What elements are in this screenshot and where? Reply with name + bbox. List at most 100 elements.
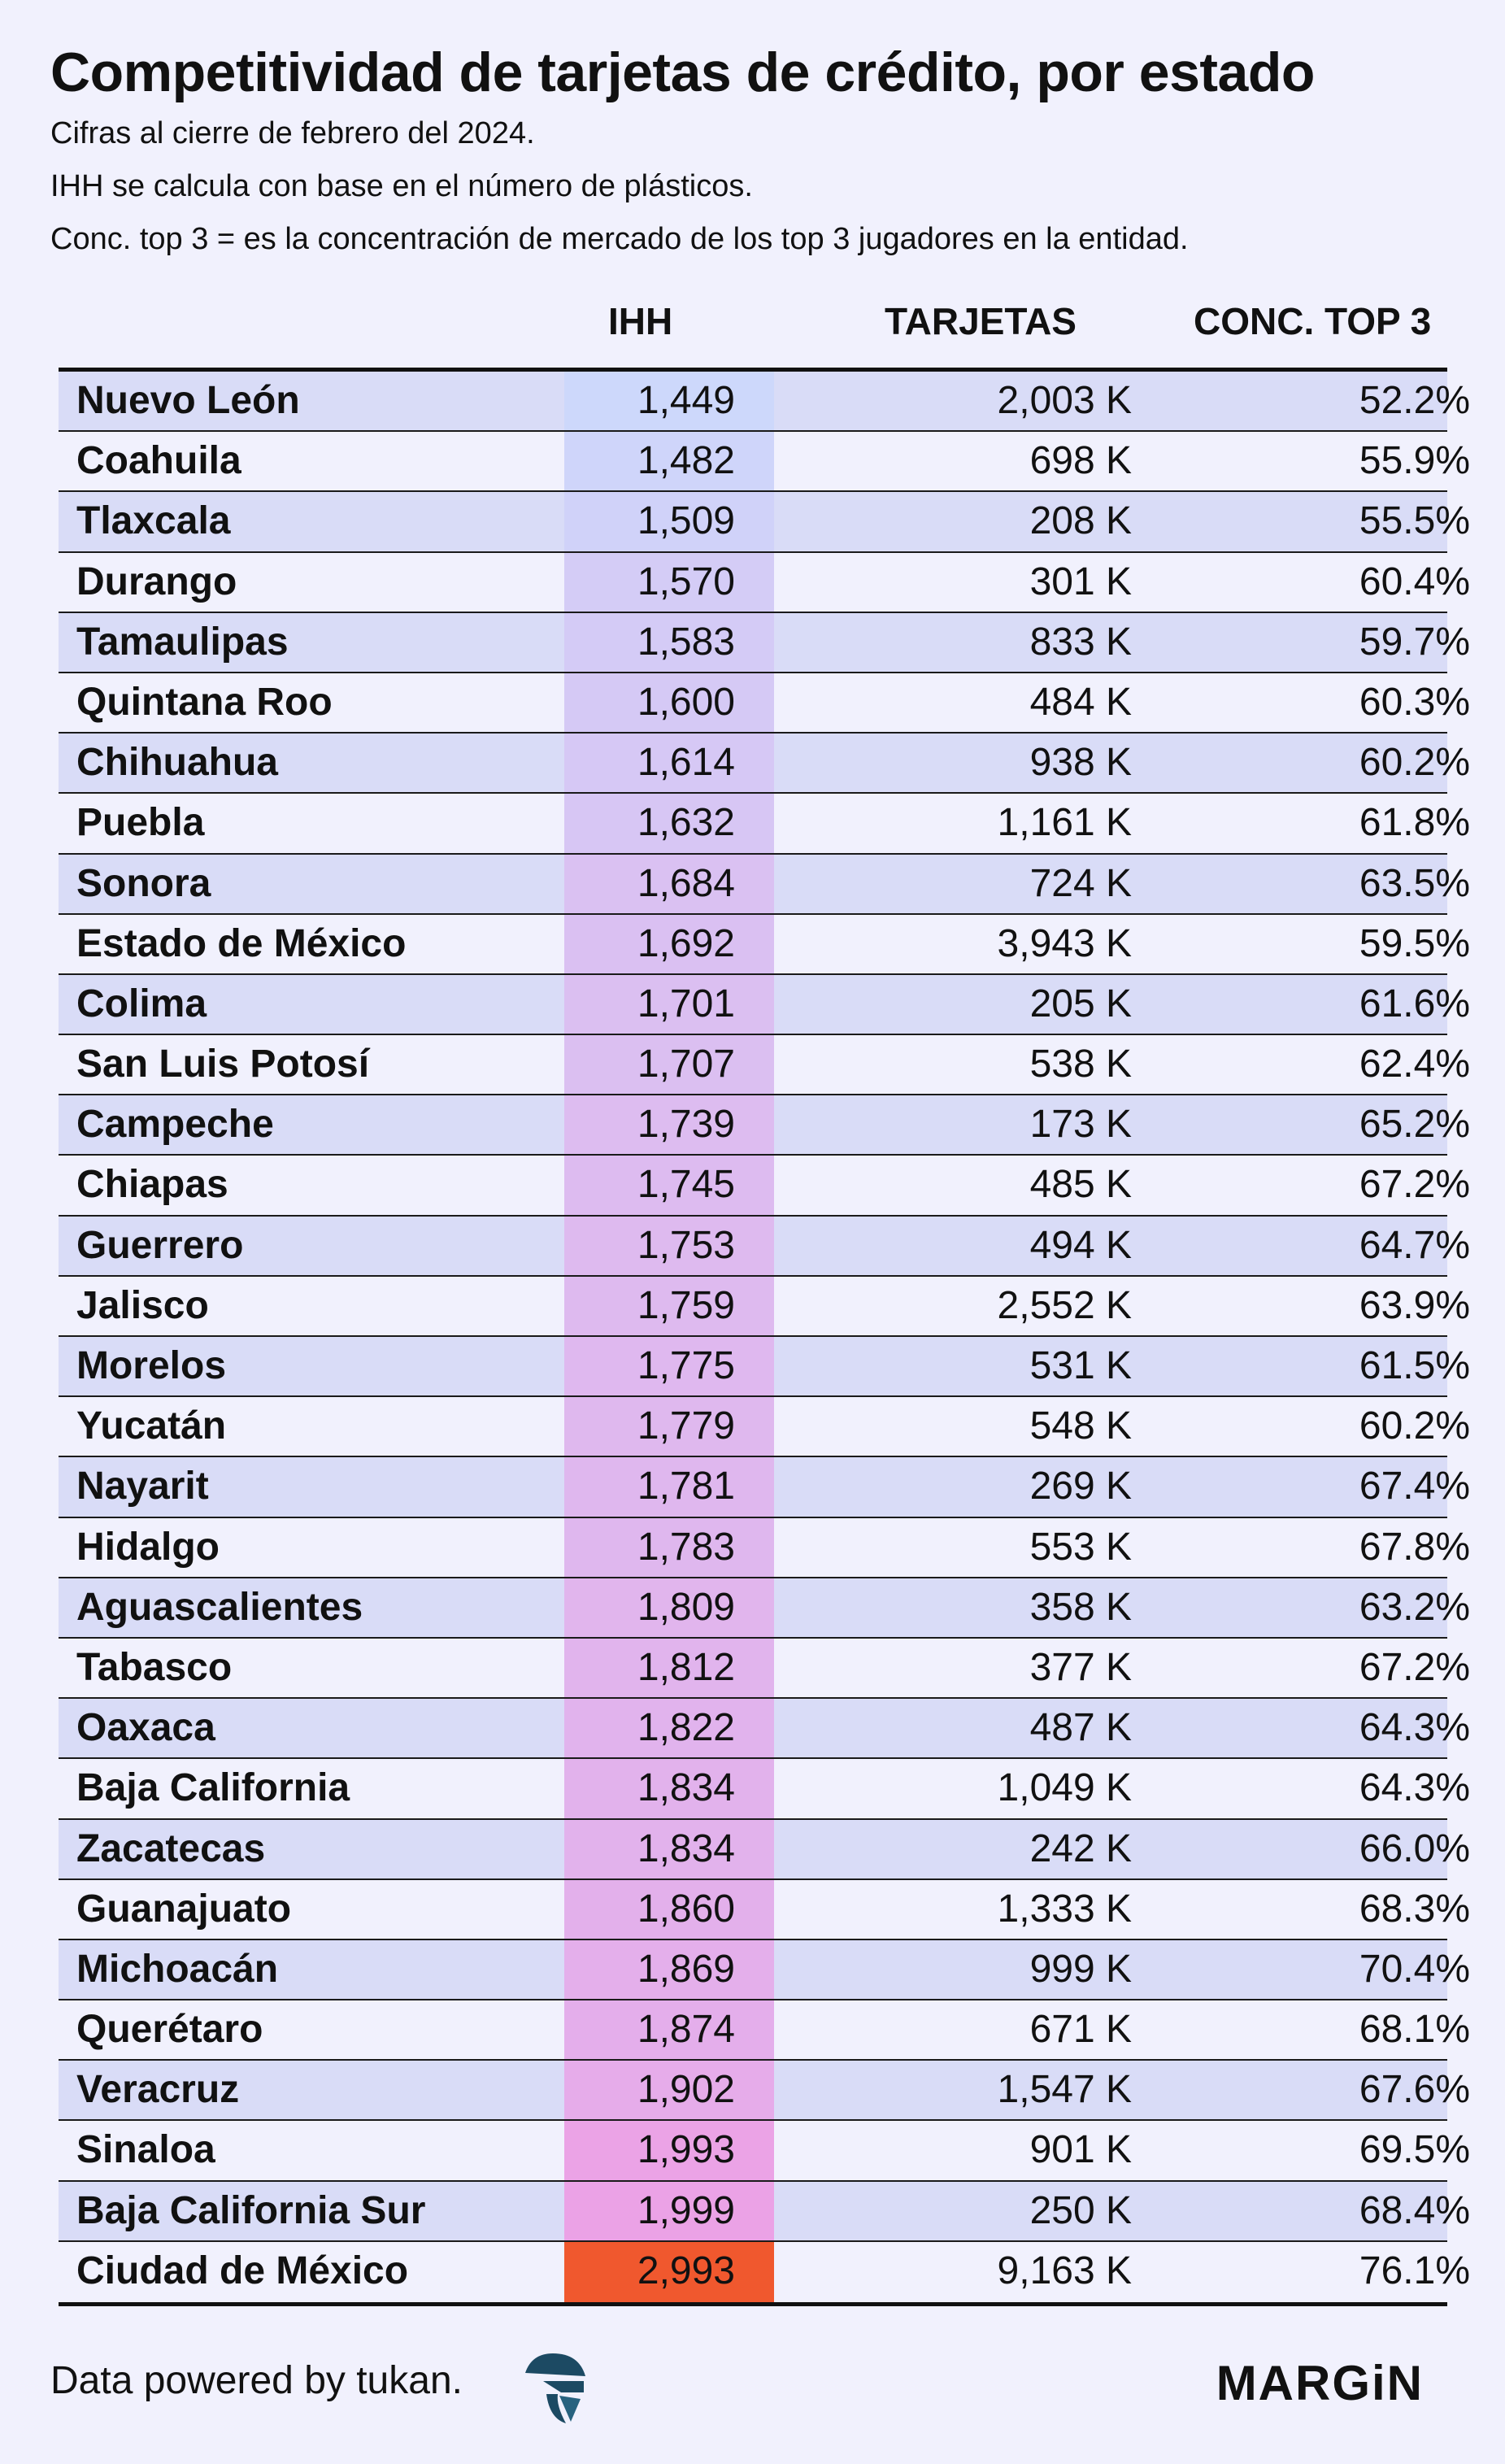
state-name: Yucatán [76,1404,227,1448]
margin-brand-logo: MARGiN [1216,2356,1424,2410]
tarjetas-cell: 999 K [1029,1947,1132,1991]
tarjetas-cell: 494 K [1029,1223,1132,1267]
conc-top3-cell: 64.3% [1359,1766,1470,1810]
table-row: Ciudad de México 2,993 9,163 K 76.1% [59,2241,1470,2302]
subtitle-date: Cifras al cierre de febrero del 2024. [50,116,535,150]
conc-top3-cell: 62.4% [1359,1043,1470,1086]
tarjetas-cell: 901 K [1029,2128,1132,2172]
page-title: Competitividad de tarjetas de crédito, p… [50,41,1315,103]
ihh-cell: 1,902 [564,2061,774,2120]
tarjetas-cell: 833 K [1029,620,1132,664]
tarjetas-cell: 9,163 K [997,2249,1132,2292]
table-row: Tlaxcala 1,509 208 K 55.5% [59,492,1470,553]
table-row: Estado de México 1,692 3,943 K 59.5% [59,914,1470,975]
ihh-cell: 1,753 [564,1216,774,1275]
conc-top3-cell: 59.5% [1359,921,1470,965]
conc-top3-cell: 64.3% [1359,1706,1470,1750]
ihh-cell: 2,993 [564,2241,774,2302]
tarjetas-cell: 3,943 K [997,921,1132,965]
conc-top3-cell: 60.2% [1359,1404,1470,1448]
tarjetas-cell: 173 K [1029,1103,1132,1147]
ihh-cell: 1,860 [564,1879,774,1939]
ihh-cell: 1,874 [564,2000,774,2060]
footer-source: Data powered by tukan. [50,2359,463,2402]
state-name: Tabasco [76,1645,233,1689]
conc-top3-cell: 69.5% [1359,2128,1470,2172]
conc-top3-cell: 68.1% [1359,2008,1470,2052]
table-row: Sonora 1,684 724 K 63.5% [59,854,1470,915]
ihh-cell: 1,482 [564,432,774,491]
state-name: Tamaulipas [76,620,289,664]
state-name: Morelos [76,1344,227,1387]
state-name: Baja California Sur [76,2188,426,2232]
column-header-ihh: IHH [608,300,673,342]
tarjetas-cell: 2,552 K [997,1283,1132,1327]
table-row: Aguascalientes 1,809 358 K 63.2% [59,1578,1470,1639]
table-row: Michoacán 1,869 999 K 70.4% [59,1939,1470,2001]
state-name: Veracruz [76,2068,240,2112]
state-name: Baja California [76,1766,350,1810]
tarjetas-cell: 553 K [1029,1525,1132,1569]
tarjetas-cell: 698 K [1029,439,1132,483]
tarjetas-cell: 1,161 K [997,801,1132,845]
table-row: Guerrero 1,753 494 K 64.7% [59,1216,1470,1277]
ihh-cell: 1,834 [564,1759,774,1818]
state-name: Puebla [76,801,205,845]
tarjetas-cell: 548 K [1029,1404,1132,1448]
tarjetas-cell: 2,003 K [997,379,1132,422]
conc-top3-cell: 59.7% [1359,620,1470,664]
data-table: Nuevo León 1,449 2,003 K 52.2% Coahuila 1,482… [59,368,1470,2306]
state-name: Guerrero [76,1223,244,1267]
state-name: Aguascalientes [76,1585,363,1629]
ihh-cell: 1,449 [564,372,774,431]
ihh-cell: 1,701 [564,974,774,1034]
table-row: Chiapas 1,745 485 K 67.2% [59,1156,1470,1217]
tarjetas-cell: 484 K [1029,680,1132,724]
table-row: Baja California 1,834 1,049 K 64.3% [59,1759,1470,1820]
ihh-cell: 1,745 [564,1156,774,1215]
conc-top3-cell: 76.1% [1359,2249,1470,2292]
table-row: Yucatán 1,779 548 K 60.2% [59,1397,1470,1458]
state-name: Colima [76,982,207,1025]
tarjetas-cell: 250 K [1029,2188,1132,2232]
state-name: Ciudad de México [76,2249,409,2292]
conc-top3-cell: 63.9% [1359,1283,1470,1327]
table-row: Querétaro 1,874 671 K 68.1% [59,2000,1470,2061]
conc-top3-cell: 52.2% [1359,379,1470,422]
conc-top3-cell: 67.4% [1359,1465,1470,1508]
conc-top3-cell: 60.4% [1359,559,1470,603]
table-row: Oaxaca 1,822 487 K 64.3% [59,1699,1470,1760]
ihh-cell: 1,759 [564,1276,774,1335]
conc-top3-cell: 67.8% [1359,1525,1470,1569]
state-name: Estado de México [76,921,407,965]
table-row: Tabasco 1,812 377 K 67.2% [59,1638,1470,1700]
tarjetas-cell: 485 K [1029,1163,1132,1207]
state-name: Nuevo León [76,379,300,422]
table-row: Chihuahua 1,614 938 K 60.2% [59,734,1470,794]
conc-top3-cell: 55.9% [1359,439,1470,483]
ihh-cell: 1,570 [564,552,774,612]
table-row: Campeche 1,739 173 K 65.2% [59,1095,1470,1156]
conc-top3-cell: 60.3% [1359,680,1470,724]
conc-top3-cell: 67.2% [1359,1163,1470,1207]
state-name: Sonora [76,861,211,905]
tarjetas-cell: 938 K [1029,741,1132,785]
table-row: Jalisco 1,759 2,552 K 63.9% [59,1276,1470,1337]
tarjetas-cell: 671 K [1029,2008,1132,2052]
conc-top3-cell: 63.2% [1359,1585,1470,1629]
ihh-cell: 1,692 [564,914,774,973]
tukan-logo-icon [514,2349,592,2427]
subtitle-conc-note: Conc. top 3 = es la concentración de mer… [50,222,1189,256]
state-name: San Luis Potosí [76,1043,370,1086]
table-row: Durango 1,570 301 K 60.4% [59,552,1470,613]
tarjetas-cell: 208 K [1029,499,1132,543]
tarjetas-cell: 538 K [1029,1043,1132,1086]
ihh-cell: 1,684 [564,854,774,913]
table-row: Coahuila 1,482 698 K 55.9% [59,432,1470,493]
conc-top3-cell: 67.2% [1359,1645,1470,1689]
conc-top3-cell: 68.4% [1359,2188,1470,2232]
state-name: Chiapas [76,1163,228,1207]
state-name: Hidalgo [76,1525,220,1569]
ihh-cell: 1,812 [564,1638,774,1698]
ihh-cell: 1,822 [564,1699,774,1758]
